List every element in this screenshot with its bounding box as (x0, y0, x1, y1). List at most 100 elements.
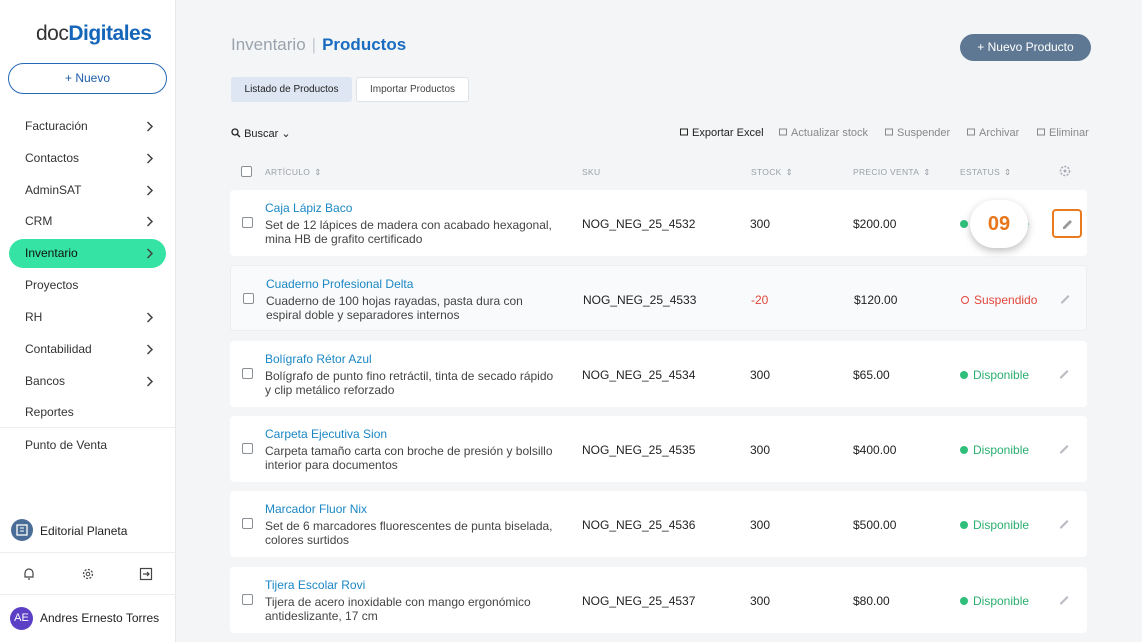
toolbar-action[interactable]: Suspender (884, 127, 950, 139)
tab[interactable]: Importar Productos (356, 77, 469, 102)
highlighted-edit-button[interactable] (1052, 209, 1082, 238)
stock: 300 (750, 217, 771, 231)
column-header: SKU (582, 167, 600, 177)
row-checkbox[interactable] (242, 518, 253, 530)
row-checkbox[interactable] (242, 593, 253, 605)
status-dot (960, 370, 968, 379)
action-icon (1036, 127, 1049, 139)
stock: 300 (750, 518, 771, 533)
status: Disponible (960, 368, 1029, 382)
table-row: Caja Lápiz Baco Set de 12 lápices de made… (230, 190, 1087, 256)
column-label: ESTATUS (960, 167, 1001, 177)
search-label: Buscar (244, 128, 279, 140)
menu-item[interactable]: RH (9, 303, 166, 332)
sku: NOG_NEG_25_4537 (582, 593, 696, 608)
menu-item[interactable]: Contabilidad (9, 335, 166, 364)
status-dot (960, 220, 968, 228)
breadcrumb: Inventario | Productos (231, 35, 407, 54)
product-name[interactable]: Cuaderno Profesional Delta (266, 277, 414, 292)
menu-label: Inventario (25, 246, 78, 260)
toolbar-action[interactable]: Archivar (966, 127, 1019, 139)
menu-item[interactable]: Proyectos (9, 271, 166, 300)
price: $400.00 (853, 442, 897, 457)
status-dot (960, 596, 968, 605)
menu-item[interactable]: AdminSAT (9, 176, 166, 205)
sort-icon: ⇕ (785, 167, 794, 177)
row-checkbox[interactable] (243, 293, 254, 305)
action-icon (778, 127, 791, 139)
product-name[interactable]: Tijera Escolar Rovi (265, 577, 366, 592)
edit-button[interactable] (1058, 366, 1070, 384)
product-description: Tijera de acero inoxidable con mango erg… (265, 594, 531, 623)
sku: NOG_NEG_25_4533 (583, 293, 697, 308)
column-label: PRECIO VENTA (853, 167, 920, 177)
action-icon (966, 127, 979, 139)
column-header[interactable]: PRECIO VENTA ⇕ (853, 167, 931, 178)
logout-icon[interactable] (139, 567, 153, 581)
sort-icon: ⇕ (1004, 167, 1012, 177)
step-annotation: 09 (970, 200, 1028, 248)
action-icon (884, 127, 897, 139)
status: Disponible (960, 594, 1029, 608)
menu-item[interactable]: Contactos (9, 144, 166, 173)
price: $65.00 (853, 367, 890, 382)
table-row: Bolígrafo Rétor Azul Bolígrafo de punto f… (230, 340, 1087, 407)
menu-label: RH (25, 310, 43, 324)
company-name[interactable]: Editorial Planeta (40, 524, 128, 538)
product-description: Carpeta tamaño carta con broche de presi… (265, 443, 553, 472)
product-description: Set de 12 lápices de madera con acabado … (265, 218, 552, 246)
product-description: Cuaderno de 100 hojas rayadas, pasta dur… (266, 294, 523, 323)
select-all-checkbox[interactable] (241, 166, 252, 177)
company-icon (11, 519, 33, 541)
menu-label: Bancos (25, 374, 66, 388)
menu-item[interactable]: Punto de Venta (9, 431, 166, 460)
edit-button[interactable] (1059, 291, 1071, 309)
toolbar-action[interactable]: Exportar Excel (679, 127, 764, 139)
column-header[interactable]: ESTATUS ⇕ (960, 167, 1011, 178)
menu-item[interactable]: Inventario (9, 239, 166, 268)
new-button[interactable]: + Nuevo (8, 63, 167, 94)
menu-item[interactable]: Facturación (9, 112, 166, 141)
toolbar-action[interactable]: Eliminar (1036, 127, 1089, 139)
search-button[interactable]: Buscar ⌄ (231, 127, 291, 140)
action-label: Eliminar (1049, 127, 1089, 139)
menu-label: Contabilidad (25, 342, 92, 356)
status: Suspendido (961, 293, 1037, 307)
tab-active[interactable]: Listado de Productos (231, 77, 352, 102)
menu-label: Punto de Venta (25, 438, 108, 452)
user-name[interactable]: Andres Ernesto Torres (40, 611, 160, 625)
settings-icon[interactable] (81, 567, 95, 581)
menu-item[interactable]: Reportes (9, 398, 166, 427)
new-product-button[interactable]: + Nuevo Producto (960, 34, 1091, 61)
row-checkbox[interactable] (242, 367, 253, 379)
product-description: Set de 6 marcadores fluorescentes de pun… (265, 519, 553, 548)
product-name[interactable]: Carpeta Ejecutiva Sion (265, 426, 388, 441)
breadcrumb-section[interactable]: Inventario (231, 35, 306, 54)
price: $80.00 (853, 593, 890, 608)
action-icon (679, 127, 692, 139)
status-label: Disponible (973, 442, 1030, 457)
product-name[interactable]: Caja Lápiz Baco (265, 201, 353, 215)
menu-item[interactable]: Bancos (9, 367, 166, 396)
menu-item[interactable]: CRM (9, 207, 166, 236)
menu-label: CRM (25, 214, 53, 228)
row-checkbox[interactable] (242, 442, 253, 454)
notifications-icon[interactable] (22, 567, 36, 581)
edit-button[interactable] (1058, 516, 1070, 534)
column-header[interactable]: ARTÍCULO ⇕ (265, 167, 322, 178)
user-avatar: AE (10, 607, 33, 630)
edit-button[interactable] (1058, 592, 1070, 610)
columns-settings-icon[interactable] (1059, 165, 1071, 177)
toolbar-action[interactable]: Actualizar stock (778, 127, 868, 139)
row-checkbox[interactable] (242, 217, 253, 228)
column-header[interactable]: STOCK ⇕ (751, 167, 793, 178)
edit-button[interactable] (1058, 441, 1070, 459)
product-name[interactable]: Marcador Fluor Nix (265, 502, 368, 517)
stock: 300 (750, 442, 771, 457)
product-name[interactable]: Bolígrafo Rétor Azul (265, 351, 372, 366)
column-label: SKU (582, 167, 601, 177)
status: Disponible (960, 443, 1029, 457)
status-label: Disponible (973, 593, 1030, 608)
